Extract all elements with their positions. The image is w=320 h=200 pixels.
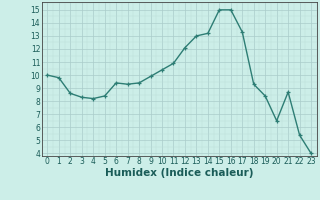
- X-axis label: Humidex (Indice chaleur): Humidex (Indice chaleur): [105, 168, 253, 178]
